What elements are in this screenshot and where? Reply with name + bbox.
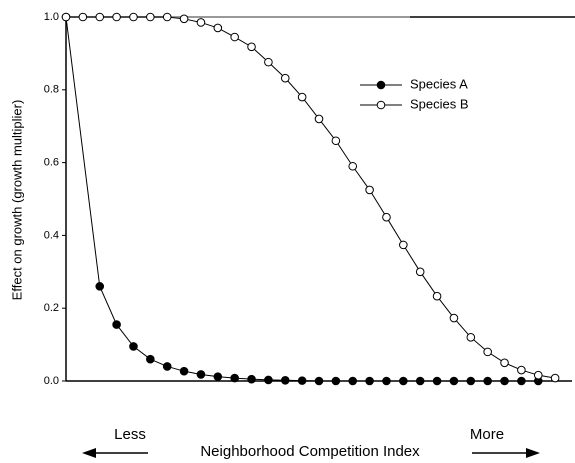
marker [399, 376, 408, 386]
marker [382, 376, 391, 386]
marker [348, 161, 358, 171]
marker [365, 376, 374, 386]
annotation: Less [114, 426, 146, 443]
marker [331, 136, 341, 146]
marker [517, 376, 526, 386]
marker [247, 42, 256, 52]
marker [432, 291, 442, 301]
y-tick-label: 0.8 [44, 84, 59, 96]
legend-label: Species B [410, 96, 469, 111]
marker [314, 114, 324, 124]
marker [297, 92, 307, 102]
marker [466, 376, 476, 386]
marker [247, 374, 256, 384]
y-tick-label: 0.6 [44, 157, 59, 169]
marker [179, 366, 189, 376]
marker [162, 12, 172, 22]
legend-marker [376, 80, 386, 90]
marker [95, 12, 105, 22]
marker [550, 373, 560, 383]
marker [280, 375, 290, 385]
marker [129, 12, 138, 22]
marker [146, 354, 155, 364]
marker [483, 347, 492, 357]
marker [382, 212, 391, 222]
marker [230, 32, 239, 42]
marker [264, 375, 273, 385]
marker [78, 12, 88, 22]
x-axis-label: Neighborhood Competition Index [200, 443, 420, 460]
marker [449, 313, 459, 323]
marker [112, 12, 121, 22]
marker [483, 376, 492, 386]
annotation: More [470, 426, 504, 443]
marker [280, 73, 290, 83]
marker [196, 370, 206, 379]
marker [517, 365, 526, 375]
marker [196, 18, 206, 27]
arrow [472, 448, 540, 458]
series-line [65, 16, 539, 382]
y-tick-label: 0.4 [44, 229, 59, 241]
marker [399, 240, 408, 250]
marker [415, 267, 425, 277]
marker [112, 320, 121, 329]
legend-marker [376, 100, 386, 110]
marker [179, 14, 189, 24]
marker [365, 185, 374, 195]
marker [432, 376, 442, 386]
marker [500, 358, 509, 368]
marker [230, 373, 239, 383]
marker [449, 376, 459, 386]
y-tick-label: 0.2 [44, 302, 59, 314]
marker [314, 376, 324, 386]
marker [162, 362, 172, 371]
marker [213, 372, 223, 381]
series-line [66, 16, 556, 379]
marker [348, 376, 358, 386]
marker [146, 12, 155, 22]
marker [61, 12, 71, 22]
marker [331, 376, 341, 386]
marker [466, 333, 476, 342]
marker [533, 370, 543, 380]
marker [297, 376, 307, 385]
marker [129, 342, 138, 351]
legend-label: Species A [410, 76, 468, 91]
y-axis-label: Effect on growth (growth multiplier) [9, 100, 24, 301]
arrow [82, 448, 148, 458]
y-tick-label: 0.0 [44, 375, 59, 387]
marker [95, 282, 105, 291]
marker [415, 376, 425, 386]
y-tick-label: 1.0 [44, 11, 59, 23]
marker [500, 376, 509, 386]
marker [264, 57, 273, 67]
marker [213, 23, 223, 33]
